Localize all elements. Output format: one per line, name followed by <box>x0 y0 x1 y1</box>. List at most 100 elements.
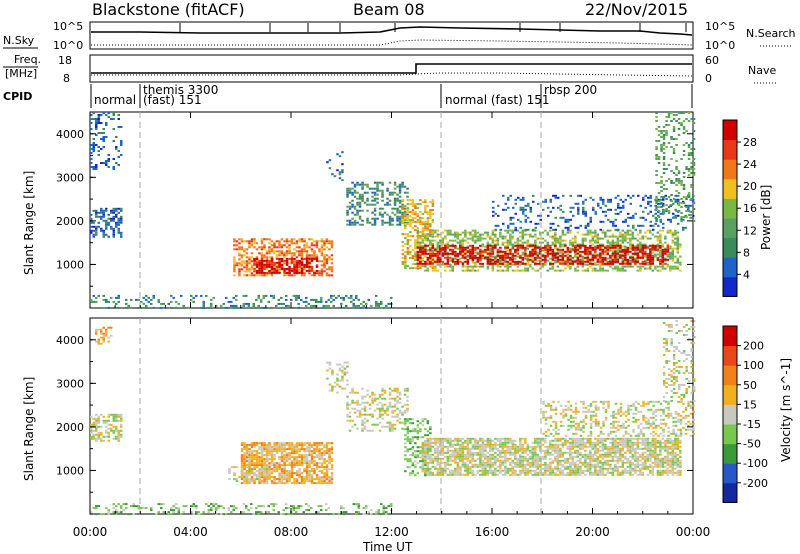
scatter-cell <box>346 191 349 194</box>
scatter-cell <box>559 237 562 240</box>
scatter-cell <box>449 229 452 232</box>
scatter-cell <box>233 466 236 469</box>
scatter-cell <box>313 271 316 274</box>
scatter-cell <box>406 187 409 190</box>
scatter-cell <box>263 248 266 251</box>
scatter-cell <box>95 128 98 130</box>
scatter-cell <box>464 251 467 254</box>
scatter-cell <box>278 257 281 260</box>
scatter-cell <box>268 476 271 479</box>
scatter-cell <box>659 258 662 261</box>
scatter-cell <box>275 256 279 259</box>
scatter-cell <box>416 246 420 249</box>
scatter-cell <box>646 256 650 259</box>
scatter-cell <box>639 269 642 272</box>
scatter-cell <box>381 189 384 192</box>
scatter-cell <box>255 462 259 465</box>
scatter-cell <box>689 216 692 219</box>
scatter-cell <box>255 466 259 469</box>
scatter-cell <box>263 472 266 475</box>
scatter-cell <box>268 458 271 461</box>
scatter-cell <box>431 261 435 264</box>
scatter-cell <box>295 480 299 483</box>
scatter-cell <box>659 218 662 221</box>
scatter-cell <box>411 436 415 439</box>
scatter-cell <box>105 219 108 222</box>
scatter-cell <box>381 387 384 390</box>
scatter-cell <box>446 233 450 236</box>
scatter-cell <box>522 206 525 209</box>
scatter-cell <box>297 306 300 309</box>
scatter-cell <box>320 264 324 267</box>
scatter-cell <box>285 452 289 455</box>
scatter-cell <box>655 148 658 150</box>
scatter-cell <box>541 265 545 268</box>
scatter-cell <box>285 472 289 475</box>
scatter-cell <box>674 229 677 232</box>
scatter-cell <box>669 231 672 234</box>
scatter-cell <box>421 248 425 251</box>
scatter-cell <box>436 254 440 257</box>
scatter-cell <box>584 260 587 263</box>
scatter-cell <box>255 454 259 457</box>
scatter-cell <box>348 391 352 394</box>
scatter-cell <box>381 405 384 408</box>
scatter-cell <box>626 229 630 232</box>
scatter-cell <box>539 237 542 240</box>
scatter-cell <box>386 405 389 408</box>
scatter-cell <box>426 221 430 224</box>
scatter-cell <box>100 114 103 116</box>
scatter-cell <box>117 114 120 116</box>
scatter-cell <box>285 242 289 245</box>
scatter-cell <box>302 300 305 303</box>
scatter-cell <box>416 239 420 242</box>
scatter-cell <box>255 242 259 245</box>
scatter-cell <box>248 450 251 453</box>
scatter-cell <box>577 212 580 215</box>
scatter-cell <box>561 243 565 246</box>
scatter-cell <box>346 189 349 192</box>
scatter-cell <box>586 255 590 258</box>
scatter-cell <box>662 210 666 212</box>
scatter-cell <box>464 252 467 255</box>
scatter-cell <box>657 134 661 136</box>
scatter-cell <box>248 458 251 461</box>
scatter-cell <box>351 203 354 206</box>
scatter-cell <box>526 243 530 246</box>
scatter-cell <box>117 227 120 230</box>
scatter-cell <box>479 233 482 236</box>
scatter-cell <box>260 450 264 453</box>
scatter-cell <box>288 446 291 449</box>
scatter-cell <box>466 246 470 249</box>
scatter-cell <box>353 183 357 186</box>
scatter-cell <box>579 194 582 197</box>
scatter-cell <box>275 478 279 481</box>
scatter-cell <box>599 246 602 249</box>
scatter-cell <box>431 231 435 234</box>
scatter-cell <box>507 224 510 227</box>
scatter-cell <box>268 452 271 455</box>
scatter-cell <box>669 218 672 221</box>
scatter-cell <box>604 210 607 213</box>
scatter-cell <box>381 207 384 210</box>
scatter-cell <box>441 251 445 254</box>
scatter-cell <box>325 300 328 303</box>
scatter-cell <box>393 397 397 400</box>
scatter-cell <box>232 306 235 309</box>
scatter-cell <box>238 254 241 257</box>
scatter-cell <box>419 253 422 256</box>
scatter-cell <box>341 179 344 182</box>
scatter-cell <box>260 259 264 262</box>
scatter-cell <box>260 263 264 266</box>
scatter-cell <box>642 198 645 201</box>
scatter-cell <box>362 300 365 303</box>
scatter-cell <box>230 300 233 303</box>
scatter-cell <box>280 257 284 260</box>
scatter-cell <box>243 482 246 485</box>
scatter-cell <box>677 134 681 136</box>
scatter-cell <box>288 474 291 477</box>
scatter-cell <box>592 208 595 211</box>
scatter-cell <box>403 185 407 188</box>
scatter-cell <box>248 472 251 475</box>
